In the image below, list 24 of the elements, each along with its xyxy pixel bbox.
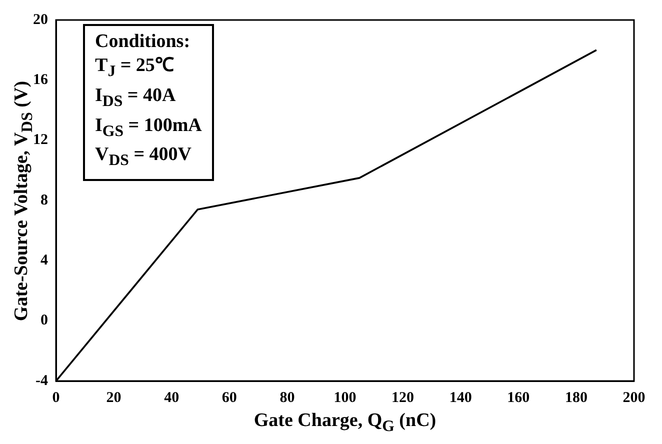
x-tick-label: 100 <box>334 390 356 406</box>
annotation: V$_{DS}$ = 400V <box>95 143 193 172</box>
x-tick-label: 20 <box>106 390 122 406</box>
annotation: Conditions: <box>95 30 192 54</box>
annotation: I$_{GS}$ = 100mA <box>95 114 202 142</box>
y-tick-label: 4 <box>40 252 48 269</box>
y-tick-label: 20 <box>33 12 48 28</box>
y-tick-label: 0 <box>40 312 48 329</box>
annotation: T$_{J}$ = 25℃ <box>95 54 175 82</box>
x-axis-title: Gate Charge, Q$_{G}$ (nC) <box>252 410 438 436</box>
annotation: I$_{DS}$ = 40A <box>95 84 177 112</box>
x-tick-label: 140 <box>449 390 472 406</box>
x-tick-label: 180 <box>564 390 588 406</box>
x-tick-label: 160 <box>507 390 530 406</box>
y-tick-label: 8 <box>40 192 48 208</box>
y-tick-label: -4 <box>36 372 48 389</box>
x-tick-label: 200 <box>622 390 646 406</box>
x-tick-label: 120 <box>392 390 414 406</box>
x-tick-label: 80 <box>280 390 295 406</box>
x-tick-label: 60 <box>222 390 237 406</box>
x-tick-label: 40 <box>164 390 180 406</box>
y-tick-label: 12 <box>33 132 48 148</box>
x-tick-label: 0 <box>52 390 60 406</box>
y-tick-label: 16 <box>33 72 48 88</box>
